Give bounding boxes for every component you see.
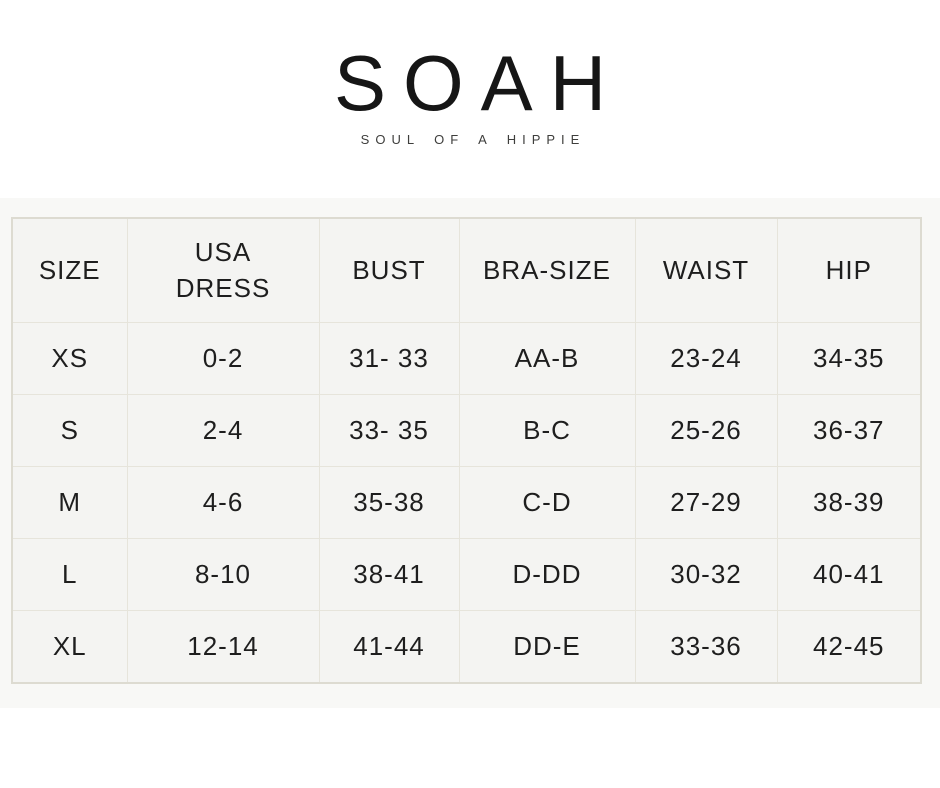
- table-cell: 35-38: [318, 466, 460, 539]
- column-header-size: SIZE: [11, 217, 128, 323]
- table-cell: 0-2: [126, 322, 320, 395]
- table-cell: 31- 33: [318, 322, 460, 395]
- table-cell: 33-36: [634, 610, 778, 684]
- brand-logo: SOAH: [333, 39, 624, 127]
- table-cell: XL: [11, 610, 128, 684]
- size-row-l: L 8-10 38-41 D-DD 30-32 40-41: [11, 538, 922, 611]
- table-cell: DD-E: [458, 610, 636, 684]
- table-cell: 34-35: [776, 322, 922, 395]
- table-cell: 38-39: [776, 466, 922, 539]
- table-cell: 41-44: [318, 610, 460, 684]
- size-chart-body: XS 0-2 31- 33 AA-B 23-24 34-35 S 2-4 33- 35 B-C 25…: [11, 322, 922, 684]
- table-cell: 8-10: [126, 538, 320, 611]
- table-cell: 25-26: [634, 394, 778, 467]
- table-cell: 38-41: [318, 538, 460, 611]
- size-chart-section: SIZE USA DRESS BUST BRA-SIZE WAIST HIP XS 0-2 3…: [0, 198, 940, 708]
- column-header-hip: HIP: [776, 217, 922, 323]
- table-cell: 36-37: [776, 394, 922, 467]
- size-row-xs: XS 0-2 31- 33 AA-B 23-24 34-35: [11, 322, 922, 395]
- column-header-label: BUST: [352, 254, 426, 285]
- column-header-usa-dress: USA DRESS: [126, 217, 320, 323]
- table-cell: 4-6: [126, 466, 320, 539]
- column-header-label: BRA-SIZE: [483, 254, 611, 285]
- table-cell: AA-B: [458, 322, 636, 395]
- column-header-bra-size: BRA-SIZE: [458, 217, 636, 323]
- size-row-xl: XL 12-14 41-44 DD-E 33-36 42-45: [11, 610, 922, 684]
- table-cell: 40-41: [776, 538, 922, 611]
- column-header-label: HIP: [825, 254, 872, 285]
- table-cell: 42-45: [776, 610, 922, 684]
- size-row-s: S 2-4 33- 35 B-C 25-26 36-37: [11, 394, 922, 467]
- size-row-m: M 4-6 35-38 C-D 27-29 38-39: [11, 466, 922, 539]
- table-cell: L: [11, 538, 128, 611]
- column-header-label: USA DRESS: [175, 237, 271, 303]
- table-cell: 33- 35: [318, 394, 460, 467]
- table-cell: 30-32: [634, 538, 778, 611]
- table-cell: 2-4: [126, 394, 320, 467]
- header-row: SIZE USA DRESS BUST BRA-SIZE WAIST HIP: [11, 217, 922, 323]
- table-cell: C-D: [458, 466, 636, 539]
- table-cell: 12-14: [126, 610, 320, 684]
- table-cell: 23-24: [634, 322, 778, 395]
- table-cell: M: [11, 466, 128, 539]
- brand-header: SOAH SOUL OF A HIPPIE: [0, 0, 940, 198]
- table-cell: B-C: [458, 394, 636, 467]
- column-header-bust: BUST: [318, 217, 460, 323]
- column-header-waist: WAIST: [634, 217, 778, 323]
- column-header-label: SIZE: [38, 254, 101, 285]
- table-cell: D-DD: [458, 538, 636, 611]
- table-cell: S: [11, 394, 128, 467]
- size-chart-table: SIZE USA DRESS BUST BRA-SIZE WAIST HIP XS 0-2 3…: [11, 217, 922, 684]
- table-cell: 27-29: [634, 466, 778, 539]
- table-cell: XS: [11, 322, 128, 395]
- brand-tagline: SOUL OF A HIPPIE: [360, 132, 586, 147]
- column-header-label: WAIST: [662, 254, 750, 285]
- page: SOAH SOUL OF A HIPPIE SIZE USA DRESS BUST B…: [0, 0, 940, 708]
